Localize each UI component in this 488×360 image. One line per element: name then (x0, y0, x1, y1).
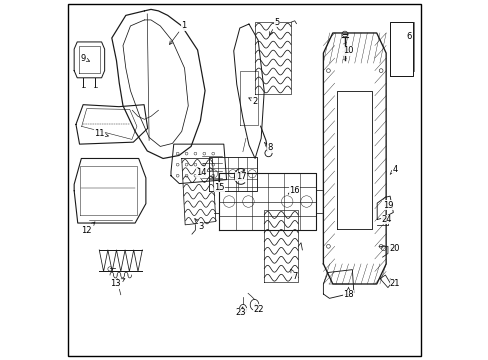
Text: 12: 12 (81, 222, 95, 235)
Text: 23: 23 (235, 307, 246, 317)
Text: 4: 4 (389, 165, 397, 174)
Text: 20: 20 (389, 244, 400, 253)
Text: 24: 24 (380, 215, 390, 224)
Text: 16: 16 (287, 186, 300, 195)
Text: 18: 18 (343, 287, 353, 299)
Text: 6: 6 (406, 32, 411, 41)
Text: 5: 5 (269, 18, 279, 35)
Text: 9: 9 (81, 54, 89, 63)
Text: 10: 10 (343, 46, 353, 55)
Text: 15: 15 (214, 182, 224, 192)
Text: 21: 21 (389, 279, 400, 288)
Text: 14: 14 (196, 168, 206, 177)
Text: 1: 1 (169, 21, 186, 45)
Text: 11: 11 (94, 129, 108, 138)
Text: 2: 2 (248, 96, 257, 105)
Text: 7: 7 (290, 269, 297, 281)
Text: 22: 22 (253, 304, 264, 314)
Text: 19: 19 (382, 201, 392, 210)
Text: 3: 3 (194, 219, 203, 231)
Text: 17: 17 (235, 170, 246, 181)
Text: 13: 13 (110, 279, 124, 288)
Text: 8: 8 (264, 143, 272, 152)
